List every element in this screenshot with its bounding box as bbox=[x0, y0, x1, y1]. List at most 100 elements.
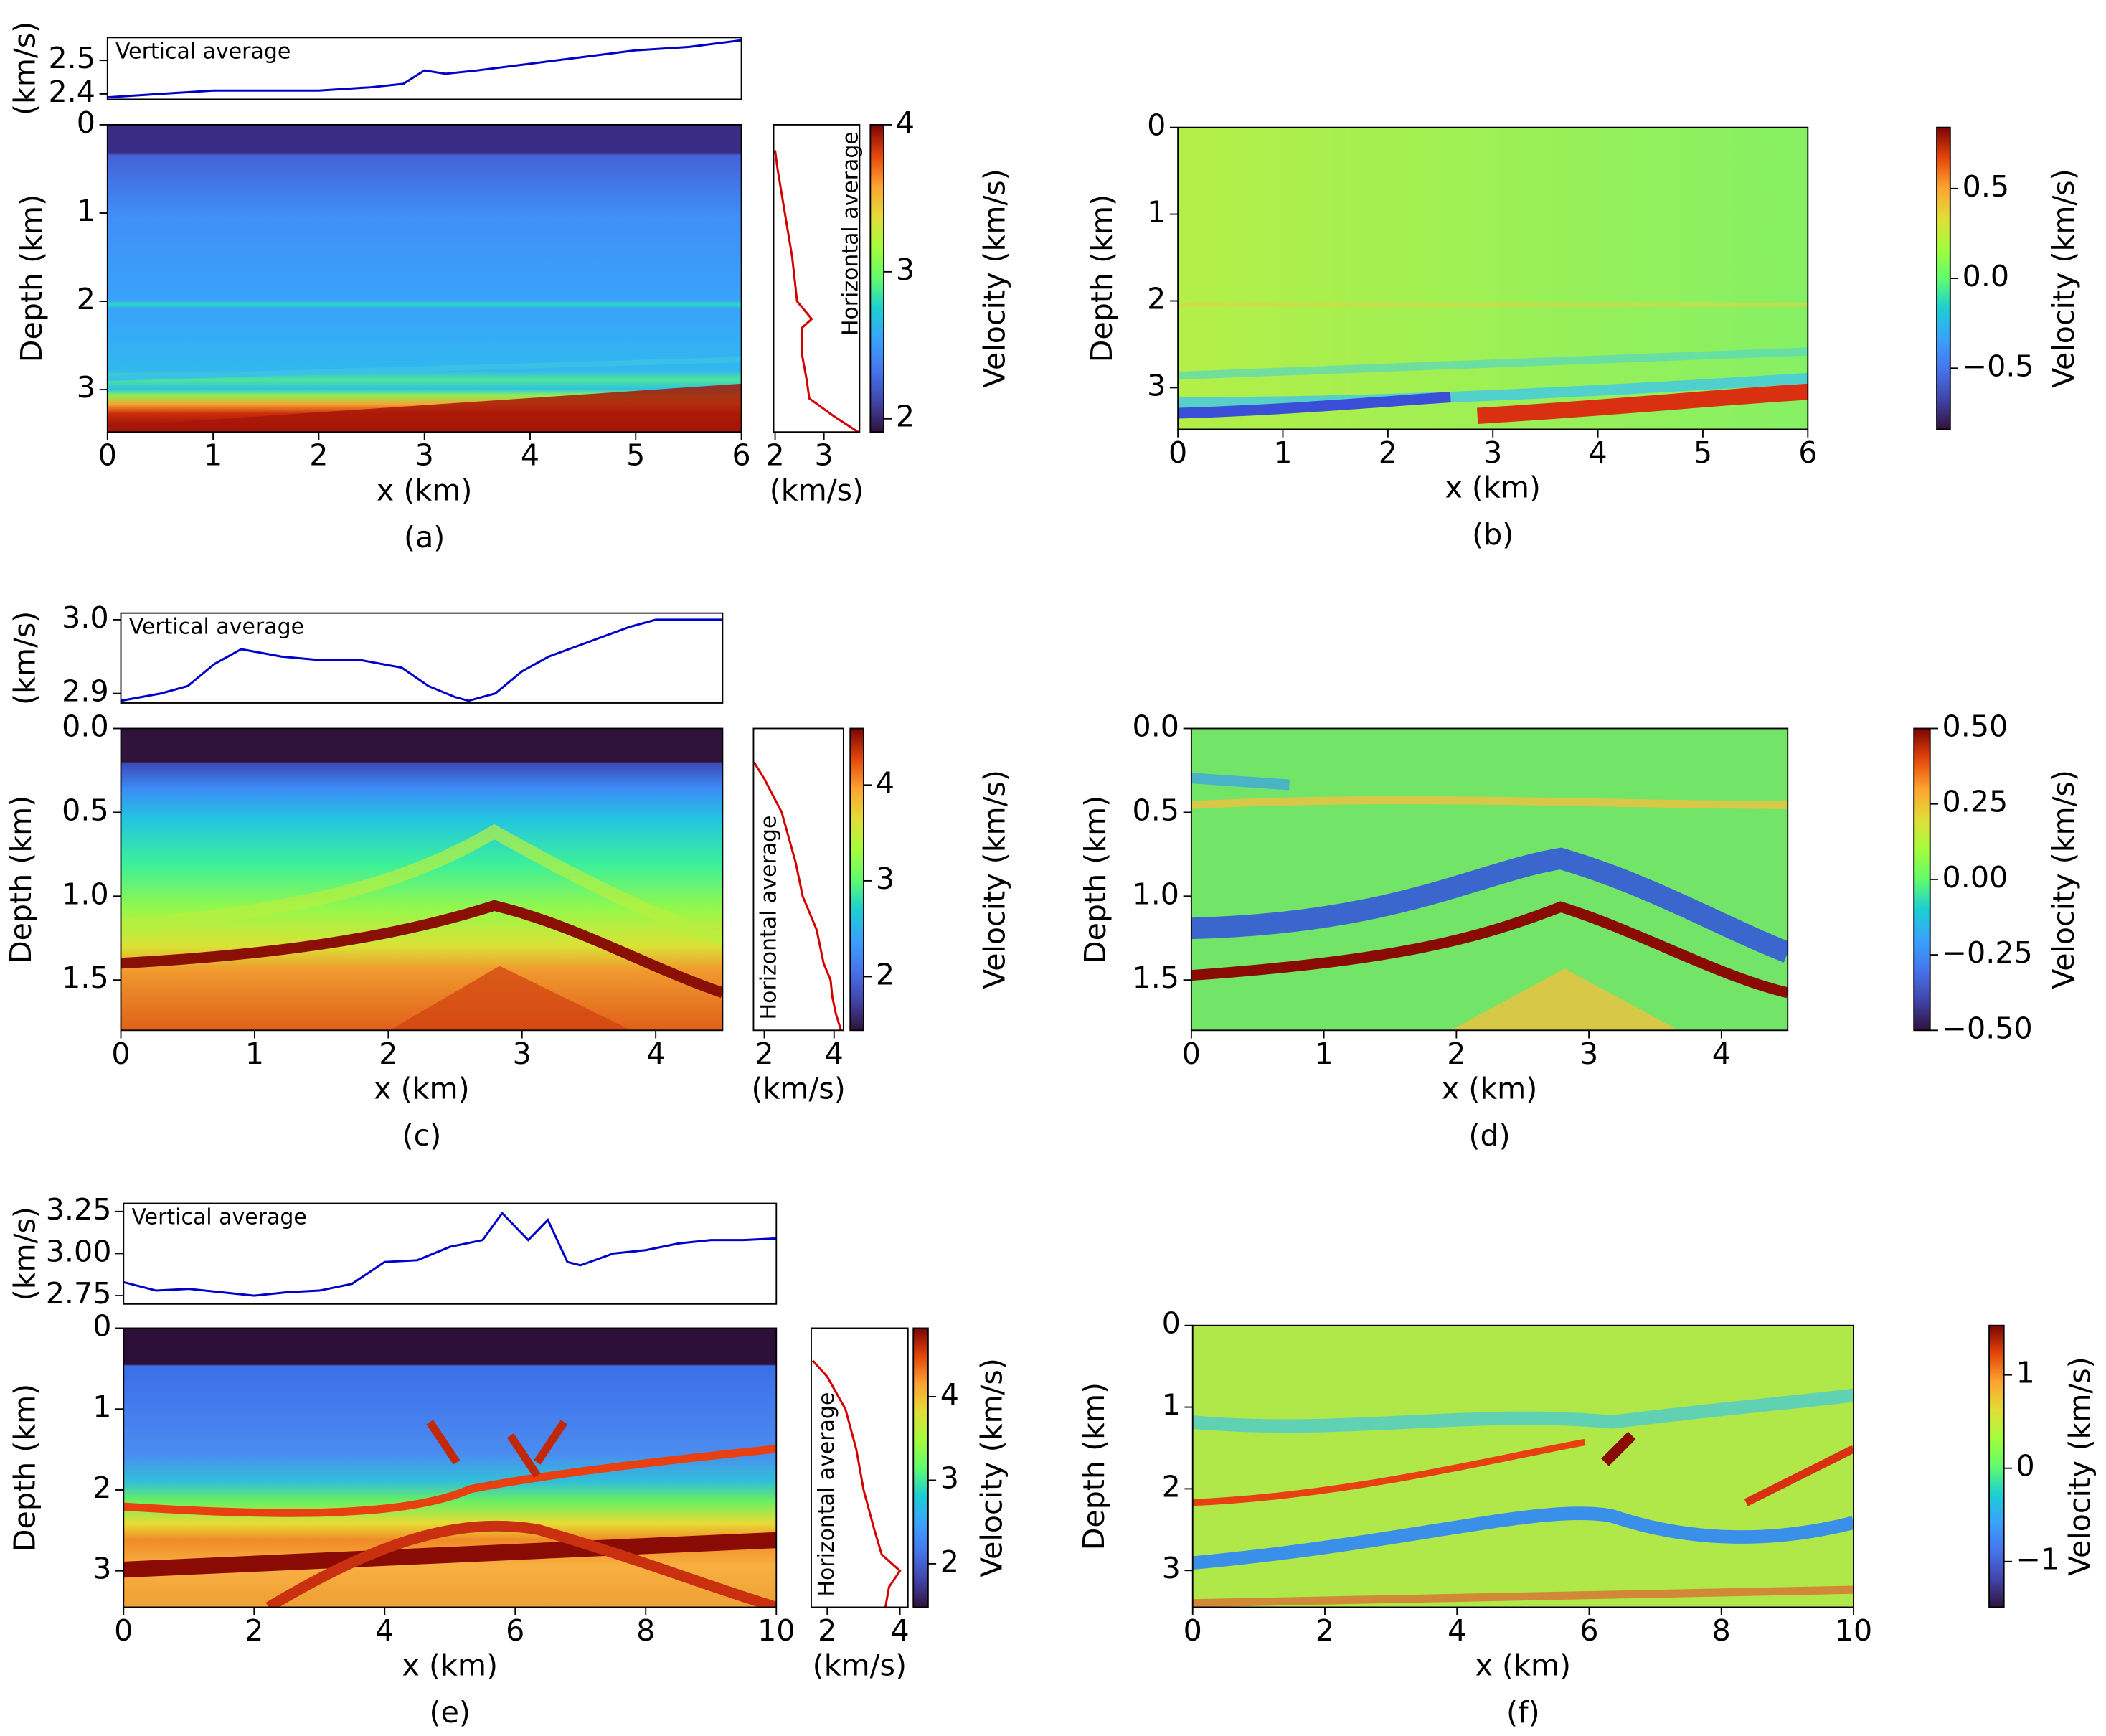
heatmap-layer bbox=[1744, 1445, 1854, 1506]
y-tick-label: 2 bbox=[77, 282, 95, 316]
heatmap-layer bbox=[1192, 1585, 1854, 1608]
y-tick-label: 1 bbox=[77, 194, 95, 228]
y-tick-label: 3 bbox=[896, 253, 915, 287]
x-tick-label: 5 bbox=[1694, 435, 1712, 470]
heatmap-image bbox=[123, 1328, 777, 1608]
x-axis-label: x (km) bbox=[374, 1071, 470, 1105]
x-tick-label: 4 bbox=[1588, 435, 1607, 470]
x-tick-label: 0 bbox=[1168, 435, 1187, 470]
x-tick-label: 0 bbox=[111, 1037, 130, 1071]
x-tick-label: 6 bbox=[506, 1613, 524, 1648]
heatmap-layer bbox=[1178, 392, 1451, 419]
y-tick-label: 1 bbox=[93, 1390, 111, 1424]
y-axis-label: Depth (km) bbox=[4, 796, 38, 963]
y-tick-label: 2 bbox=[940, 1544, 959, 1579]
heatmap-image bbox=[1178, 127, 1808, 430]
plot-frame bbox=[1988, 1324, 2005, 1608]
y-tick-label: 4 bbox=[876, 765, 894, 800]
panel-caption: (e) bbox=[430, 1695, 471, 1730]
plot-frame bbox=[849, 727, 864, 1032]
y-tick-label: 0.00 bbox=[1942, 860, 2008, 895]
x-tick-label: 2 bbox=[1447, 1037, 1465, 1071]
x-tick-label: 2 bbox=[245, 1613, 263, 1648]
x-tick-label: 4 bbox=[1448, 1613, 1466, 1648]
y-tick-label: 1.5 bbox=[1133, 961, 1179, 995]
annotation: Vertical average bbox=[129, 615, 304, 640]
heatmap-layer bbox=[1601, 1431, 1636, 1466]
colorbar-label: Velocity (km/s) bbox=[977, 770, 1011, 989]
heatmap-layer bbox=[107, 383, 742, 433]
x-tick-label: 4 bbox=[1712, 1037, 1731, 1071]
heatmap-layer bbox=[1192, 1438, 1586, 1506]
x-tick-label: 2 bbox=[309, 438, 328, 473]
y-tick-label: 1 bbox=[2016, 1356, 2035, 1390]
x-axis-label: x (km) bbox=[402, 1648, 498, 1683]
x-tick-label: 2 bbox=[1379, 435, 1397, 470]
heatmap-layer bbox=[265, 1520, 777, 1608]
heatmap-image bbox=[121, 728, 723, 1031]
y-tick-label: 2 bbox=[1147, 282, 1166, 316]
y-tick-label: 3 bbox=[93, 1552, 111, 1586]
x-tick-label: 4 bbox=[891, 1613, 910, 1648]
heatmap-layer bbox=[1450, 968, 1679, 1031]
x-tick-label: 4 bbox=[521, 438, 539, 473]
x-tick-label: 4 bbox=[646, 1037, 665, 1071]
y-tick-label: 3.0 bbox=[62, 600, 108, 635]
colorbar-label: Velocity (km/s) bbox=[975, 1358, 1009, 1577]
x-tick-label: 10 bbox=[1835, 1613, 1872, 1648]
x-axis-label: (km/s) bbox=[751, 1071, 845, 1105]
x-tick-label: 3 bbox=[815, 438, 834, 473]
y-tick-label: 1.5 bbox=[62, 961, 108, 995]
heatmap-layer bbox=[107, 124, 742, 433]
x-tick-label: 2 bbox=[765, 438, 784, 473]
panel-caption: (f) bbox=[1506, 1695, 1540, 1730]
x-tick-label: 2 bbox=[1316, 1613, 1334, 1648]
plot-frame bbox=[752, 727, 844, 1032]
x-tick-label: 2 bbox=[379, 1037, 397, 1071]
plot-frame bbox=[811, 1327, 909, 1608]
heatmap-layer bbox=[1191, 773, 1290, 791]
y-tick-label: 0.0 bbox=[1133, 709, 1179, 744]
y-tick-label: 0 bbox=[1147, 108, 1166, 143]
heatmap-layer bbox=[426, 1420, 568, 1478]
colorbar-scale bbox=[1989, 1325, 2004, 1608]
x-tick-label: 1 bbox=[1315, 1037, 1333, 1071]
heatmap-layer bbox=[121, 824, 723, 945]
y-tick-label: −0.25 bbox=[1942, 935, 2033, 970]
y-tick-label: 3 bbox=[1162, 1551, 1181, 1585]
heatmap-layer bbox=[1191, 796, 1788, 809]
y-axis-label: Depth (km) bbox=[1078, 796, 1113, 963]
colorbar-scale bbox=[870, 124, 884, 433]
colorbar-scale bbox=[913, 1328, 928, 1608]
heatmap-layer bbox=[1477, 383, 1808, 424]
x-axis-label: x (km) bbox=[1445, 471, 1541, 505]
x-axis-label: (km/s) bbox=[813, 1648, 907, 1683]
y-axis-label: (km/s) bbox=[7, 22, 42, 115]
y-tick-label: 2.5 bbox=[48, 41, 95, 75]
x-tick-label: 3 bbox=[415, 438, 434, 473]
x-tick-label: 0 bbox=[1182, 1037, 1201, 1071]
heatmap-layer bbox=[1191, 847, 1788, 963]
y-tick-label: 3 bbox=[77, 370, 95, 405]
y-tick-label: −1 bbox=[2016, 1542, 2060, 1577]
heatmap-layer bbox=[1178, 347, 1808, 380]
panel-caption: (b) bbox=[1472, 517, 1514, 552]
annotation: Vertical average bbox=[132, 1205, 307, 1230]
plot-frame bbox=[773, 123, 861, 433]
y-axis-label: Depth (km) bbox=[7, 1384, 42, 1552]
plot-frame bbox=[120, 612, 724, 704]
y-tick-label: 1 bbox=[1162, 1388, 1181, 1423]
y-tick-label: 0.0 bbox=[62, 709, 108, 744]
heatmap-layer bbox=[123, 1532, 777, 1578]
heatmap-layer bbox=[123, 1445, 777, 1517]
y-axis-label: Depth (km) bbox=[1077, 1382, 1111, 1550]
colorbar-label: Velocity (km/s) bbox=[977, 169, 1011, 388]
x-axis-label: x (km) bbox=[1475, 1648, 1572, 1683]
x-tick-label: 4 bbox=[375, 1613, 394, 1648]
x-tick-label: 1 bbox=[245, 1037, 264, 1071]
plot-frame bbox=[1191, 1324, 1854, 1608]
panel-caption: (d) bbox=[1468, 1118, 1510, 1153]
y-axis-label: (km/s) bbox=[7, 611, 42, 705]
colorbar-label: Velocity (km/s) bbox=[2046, 770, 2081, 989]
